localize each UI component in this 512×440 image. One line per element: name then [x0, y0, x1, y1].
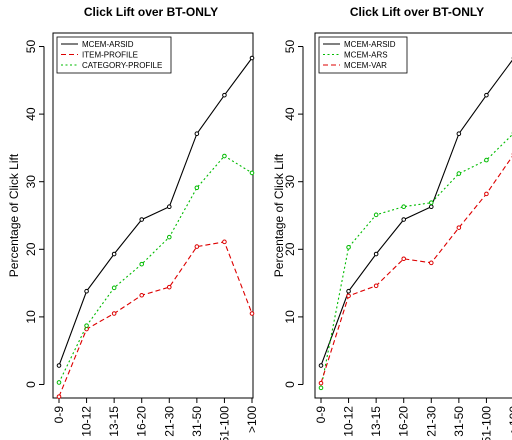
legend-box — [56, 36, 172, 74]
data-point — [56, 394, 62, 399]
series-line-2 — [58, 241, 253, 397]
y-tick-label: 0 — [24, 381, 38, 388]
x-tick-label: 21-30 — [162, 406, 176, 437]
x-tick-label: 10-12 — [80, 406, 94, 437]
data-point — [249, 55, 255, 61]
data-point — [249, 170, 255, 176]
data-point — [373, 212, 379, 218]
data-point — [456, 225, 462, 230]
data-point — [401, 217, 407, 222]
x-tick-label: 0-9 — [314, 406, 328, 424]
data-point — [484, 157, 489, 163]
y-axis-label: Percentage of Click Lift — [272, 153, 286, 277]
y-tick-label: 10 — [24, 310, 38, 324]
y-axis-label: Percentage of Click Lift — [7, 153, 21, 277]
data-point — [111, 285, 117, 291]
x-tick-label: 13-15 — [107, 406, 121, 437]
data-point — [194, 131, 200, 137]
legend-label: MCEM-ARSID — [82, 40, 134, 49]
data-point — [194, 244, 200, 249]
x-tick-label: 10-12 — [342, 406, 356, 437]
legend-label: MCEM-ARSID — [344, 40, 396, 49]
data-point — [111, 311, 117, 316]
data-point — [139, 292, 145, 298]
data-point — [484, 191, 489, 197]
legend-label: MCEM-VAR — [344, 61, 387, 70]
data-point — [139, 217, 145, 222]
data-point — [456, 131, 462, 137]
data-point — [373, 251, 379, 257]
data-point — [373, 283, 379, 289]
x-tick-label: 13-15 — [369, 406, 383, 437]
data-point — [111, 251, 117, 257]
data-point — [194, 185, 200, 191]
data-point — [456, 171, 462, 176]
y-tick-label: 0 — [283, 381, 297, 388]
x-tick-label: >100 — [507, 406, 512, 433]
legend-label: CATEGORY-PROFILE — [82, 61, 162, 70]
y-tick-label: 50 — [24, 40, 38, 54]
data-point — [346, 293, 351, 299]
x-tick-label: 16-20 — [135, 406, 149, 437]
data-point — [401, 204, 407, 210]
x-tick-label: 31-50 — [190, 406, 204, 437]
data-point — [346, 244, 351, 250]
data-point — [428, 204, 434, 210]
series-line-3 — [320, 155, 512, 384]
plot-frame — [52, 32, 254, 399]
data-point — [222, 153, 227, 159]
data-point — [484, 92, 489, 98]
data-point — [428, 200, 434, 205]
data-point — [166, 204, 172, 210]
series-line-1 — [58, 57, 253, 366]
chart-title: Click Lift over BT-ONLY — [350, 5, 484, 19]
plot-frame — [314, 32, 512, 399]
x-tick-label: 0-9 — [52, 406, 66, 424]
y-tick-label: 10 — [283, 310, 297, 324]
series-line-3 — [58, 155, 253, 383]
y-tick-label: 40 — [283, 107, 297, 121]
data-point — [56, 380, 62, 385]
data-point — [222, 92, 227, 98]
data-point — [166, 284, 172, 290]
x-tick-label: 51-100 — [479, 406, 493, 440]
data-point — [84, 323, 89, 328]
data-point — [318, 385, 324, 391]
y-tick-label: 20 — [283, 242, 297, 256]
data-point — [139, 261, 145, 267]
legend-label: ITEM-PROFILE — [82, 51, 138, 60]
data-point — [346, 288, 351, 294]
data-point — [249, 311, 255, 316]
y-tick-label: 30 — [283, 175, 297, 189]
data-point — [56, 363, 62, 368]
chart-title: Click Lift over BT-ONLY — [84, 5, 218, 19]
data-point — [401, 256, 407, 262]
x-tick-label: 51-100 — [217, 406, 231, 440]
data-point — [318, 380, 324, 386]
data-point — [84, 288, 89, 294]
x-tick-label: 21-30 — [424, 406, 438, 437]
y-tick-label: 30 — [24, 175, 38, 189]
y-tick-label: 20 — [24, 242, 38, 256]
series-line-2 — [320, 134, 512, 389]
legend-label: MCEM-ARS — [344, 51, 388, 60]
data-point — [166, 234, 172, 240]
data-point — [222, 239, 227, 245]
data-point — [428, 260, 434, 266]
chart-panel-2: Click Lift over BT-ONLY 0 10 20 30 40 50 Percen… — [272, 5, 512, 440]
data-point — [318, 363, 324, 368]
y-tick-label: 40 — [24, 107, 38, 121]
chart-panel-1: Click Lift over BT-ONLY 0 10 20 30 40 50 Percen… — [7, 5, 259, 440]
x-tick-label: 31-50 — [452, 406, 466, 437]
x-tick-label: >100 — [245, 406, 259, 433]
series-line-1 — [320, 59, 512, 366]
x-tick-label: 16-20 — [397, 406, 411, 437]
y-tick-label: 50 — [283, 40, 297, 54]
